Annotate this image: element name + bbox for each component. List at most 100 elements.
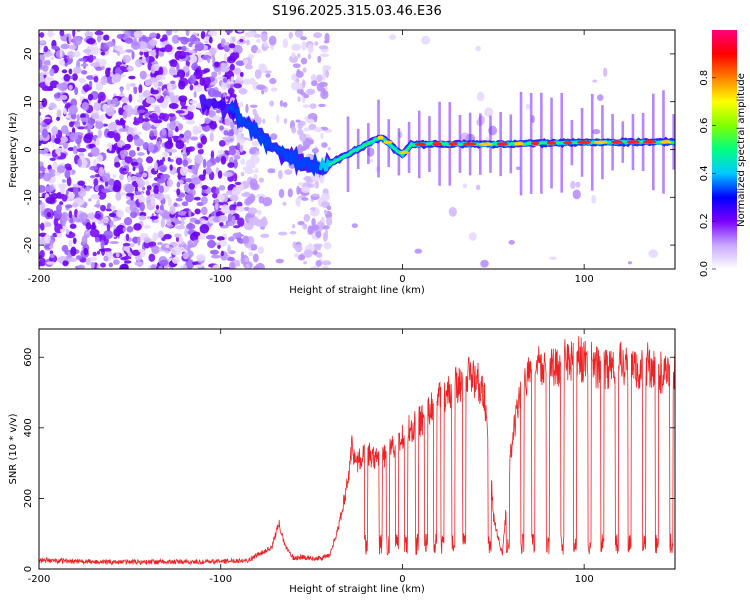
noise-speckle	[197, 148, 204, 155]
noise-speckle	[54, 93, 61, 99]
noise-speckle	[289, 230, 297, 235]
spectrogram-y-tick-label: -20	[23, 237, 34, 253]
noise-speckle	[230, 76, 234, 82]
noise-speckle	[268, 35, 277, 46]
noise-speckle	[158, 66, 164, 76]
noise-speckle	[199, 223, 210, 234]
noise-speckle	[89, 175, 96, 179]
noise-speckle	[302, 67, 307, 73]
noise-speckle	[181, 201, 189, 207]
noise-speckle	[508, 240, 515, 245]
noise-speckle	[68, 239, 73, 248]
snr-x-tick-label: -100	[209, 574, 232, 585]
noise-speckle	[189, 100, 198, 104]
noise-speckle	[175, 139, 185, 150]
noise-speckle	[42, 71, 50, 76]
noise-speckle	[66, 176, 72, 187]
noise-speckle	[227, 236, 235, 242]
noise-speckle	[165, 194, 171, 200]
noise-speckle	[227, 213, 233, 223]
noise-speckle	[218, 140, 226, 147]
noise-speckle	[189, 84, 194, 91]
noise-speckle	[113, 259, 120, 265]
noise-speckle	[188, 222, 193, 229]
noise-speckle	[210, 150, 215, 160]
noise-speckle	[53, 209, 63, 219]
noise-speckle	[211, 116, 217, 122]
noise-speckle	[140, 48, 149, 53]
noise-speckle	[324, 228, 328, 239]
noise-speckle	[177, 123, 184, 131]
colorbar-tick-label: 0.6	[699, 118, 710, 134]
noise-speckle	[118, 209, 124, 218]
noise-speckle	[205, 234, 216, 240]
noise-speckle	[125, 127, 135, 136]
noise-speckle	[145, 180, 149, 186]
noise-speckle	[295, 197, 301, 207]
noise-speckle	[114, 45, 124, 52]
noise-speckle	[135, 191, 142, 195]
noise-speckle	[46, 212, 52, 218]
noise-speckle	[389, 34, 397, 40]
noise-speckle	[93, 159, 97, 168]
noise-speckle	[153, 161, 158, 172]
noise-speckle	[43, 60, 51, 66]
noise-speckle	[39, 255, 43, 260]
noise-speckle	[291, 81, 300, 91]
noise-speckle	[368, 159, 374, 163]
noise-speckle	[158, 265, 164, 269]
noise-speckle	[89, 228, 100, 238]
track-hotspot	[377, 135, 384, 140]
noise-speckle	[165, 30, 173, 36]
noise-speckle	[84, 125, 89, 130]
noise-speckle	[61, 69, 68, 74]
noise-speckle	[93, 178, 99, 187]
noise-speckle	[58, 82, 68, 92]
noise-speckle	[107, 131, 116, 139]
noise-speckle	[105, 67, 111, 78]
noise-speckle	[184, 178, 193, 183]
noise-speckle	[260, 233, 270, 238]
noise-speckle	[225, 30, 233, 34]
noise-speckle	[307, 44, 314, 54]
noise-speckle	[155, 74, 166, 81]
noise-speckle	[303, 260, 308, 265]
noise-speckle	[76, 148, 87, 153]
noise-speckle	[78, 77, 86, 84]
noise-speckle	[263, 41, 268, 48]
noise-speckle	[72, 30, 76, 38]
noise-speckle	[44, 185, 55, 193]
noise-speckle	[148, 77, 158, 83]
spectrogram-noise	[39, 30, 659, 269]
noise-speckle	[85, 186, 91, 192]
noise-speckle	[258, 177, 265, 183]
noise-speckle	[133, 116, 137, 124]
noise-speckle	[249, 178, 258, 188]
noise-speckle	[170, 95, 179, 105]
noise-speckle	[168, 129, 174, 139]
noise-speckle	[42, 128, 49, 139]
noise-speckle	[303, 213, 311, 222]
noise-speckle	[121, 159, 126, 165]
noise-speckle	[289, 55, 299, 64]
noise-speckle	[68, 84, 73, 90]
noise-speckle	[279, 99, 284, 107]
noise-speckle	[317, 55, 322, 63]
noise-speckle	[167, 157, 171, 162]
noise-speckle	[242, 58, 249, 65]
noise-speckle	[193, 196, 201, 201]
noise-speckle	[236, 142, 241, 149]
colorbar-tick-label: 0.2	[699, 213, 710, 229]
noise-speckle	[124, 156, 133, 164]
noise-speckle	[306, 118, 315, 124]
noise-speckle	[129, 243, 135, 248]
noise-speckle	[239, 38, 244, 43]
noise-speckle	[150, 264, 156, 269]
noise-speckle	[235, 206, 246, 212]
noise-speckle	[97, 99, 102, 104]
noise-speckle	[326, 205, 332, 211]
noise-speckle	[102, 172, 111, 183]
noise-speckle	[258, 196, 265, 204]
noise-speckle	[100, 262, 106, 268]
